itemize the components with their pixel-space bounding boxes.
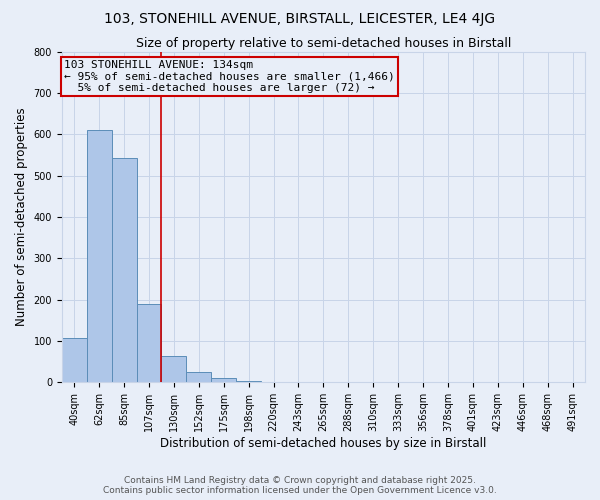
Text: 103, STONEHILL AVENUE, BIRSTALL, LEICESTER, LE4 4JG: 103, STONEHILL AVENUE, BIRSTALL, LEICEST…	[104, 12, 496, 26]
Bar	[187, 372, 211, 382]
Bar	[236, 380, 261, 382]
Bar	[112, 158, 137, 382]
X-axis label: Distribution of semi-detached houses by size in Birstall: Distribution of semi-detached houses by …	[160, 437, 487, 450]
Bar	[211, 378, 236, 382]
Text: Contains HM Land Registry data © Crown copyright and database right 2025.
Contai: Contains HM Land Registry data © Crown c…	[103, 476, 497, 495]
Bar	[62, 338, 86, 382]
Bar	[86, 130, 112, 382]
Bar	[161, 356, 187, 382]
Bar	[137, 304, 161, 382]
Title: Size of property relative to semi-detached houses in Birstall: Size of property relative to semi-detach…	[136, 38, 511, 51]
Y-axis label: Number of semi-detached properties: Number of semi-detached properties	[15, 108, 28, 326]
Text: 103 STONEHILL AVENUE: 134sqm
← 95% of semi-detached houses are smaller (1,466)
 : 103 STONEHILL AVENUE: 134sqm ← 95% of se…	[64, 60, 395, 93]
